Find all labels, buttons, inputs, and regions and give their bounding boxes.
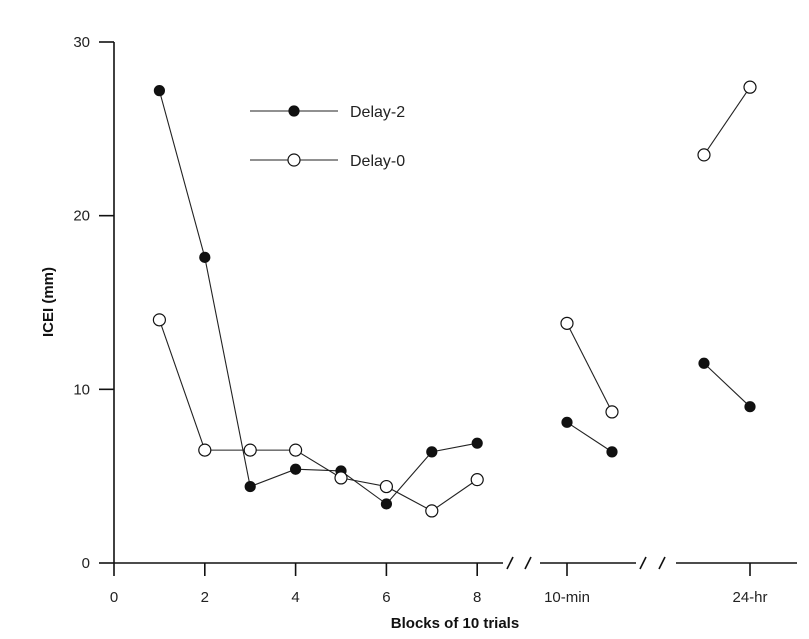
series-line-delay-2	[158, 90, 478, 505]
data-point-delay-2	[380, 498, 392, 510]
series-line-delay-0	[158, 319, 478, 512]
legend: Delay-2 Delay-0	[250, 104, 405, 170]
x-tick-label: 10-min	[544, 589, 590, 606]
data-point-delay-0	[152, 313, 166, 327]
x-tick-label: 24-hr	[732, 589, 767, 606]
data-point-delay-0	[198, 443, 212, 457]
series-line-delay-0	[566, 323, 613, 413]
series-lines	[158, 86, 751, 512]
data-point-delay-0	[425, 504, 439, 518]
data-point-delay-0	[560, 316, 574, 330]
data-point-delay-2	[426, 446, 438, 458]
series-line-delay-2	[703, 362, 751, 408]
data-point-delay-0	[379, 479, 393, 494]
x-tick-label: 4	[291, 589, 299, 606]
x-tick-label: 8	[473, 589, 481, 606]
legend-marker-delay-0	[287, 153, 301, 167]
axis-break-mark	[506, 556, 514, 570]
axes: 0 10 20 30 0 2 4 6 8 10-min 24-hr	[73, 34, 797, 606]
data-point-delay-2	[153, 85, 165, 97]
y-axis-title: ICEI (mm)	[40, 267, 57, 337]
y-tick-label: 10	[73, 381, 90, 398]
axis-break-mark	[524, 556, 532, 570]
data-point-delay-0	[743, 80, 757, 94]
legend-marker-delay-2	[288, 105, 300, 117]
data-point-delay-2	[561, 416, 573, 428]
series-line-delay-0	[703, 86, 751, 156]
data-point-delay-0	[289, 443, 303, 457]
data-point-delay-2	[244, 480, 256, 493]
data-point-delay-2	[199, 251, 211, 263]
series-line-delay-2	[566, 421, 613, 453]
legend-label-delay-0: Delay-0	[350, 153, 405, 170]
axis-break-mark	[658, 556, 666, 570]
series-markers	[152, 80, 757, 518]
x-tick-label: 6	[382, 589, 390, 606]
data-point-delay-2	[744, 401, 756, 413]
data-point-delay-2	[290, 463, 302, 475]
y-tick-label: 20	[73, 208, 90, 225]
data-point-delay-0	[697, 148, 711, 162]
data-point-delay-2	[698, 357, 710, 369]
x-tick-label: 0	[110, 589, 118, 606]
axis-break-mark	[639, 556, 647, 570]
x-tick-label: 2	[201, 589, 209, 606]
y-tick-label: 30	[73, 34, 90, 51]
data-point-delay-2	[471, 437, 483, 449]
data-point-delay-0	[470, 473, 484, 487]
x-axis-title: Blocks of 10 trials	[391, 615, 519, 632]
data-point-delay-0	[243, 443, 257, 457]
legend-label-delay-2: Delay-2	[350, 104, 405, 121]
data-point-delay-0	[334, 471, 348, 485]
data-point-delay-2	[606, 446, 618, 458]
data-point-delay-0	[605, 405, 619, 419]
y-tick-label: 0	[82, 555, 90, 572]
